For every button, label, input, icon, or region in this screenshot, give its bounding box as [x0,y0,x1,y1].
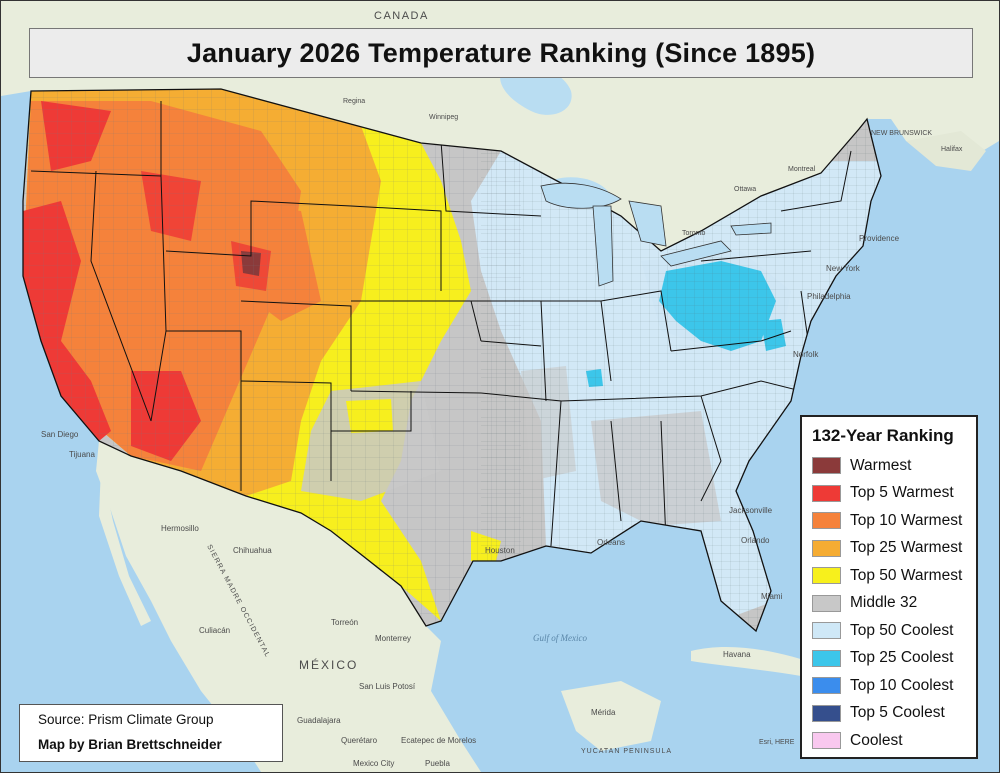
label-tijuana: Tijuana [69,450,95,459]
legend-swatch [812,457,841,475]
legend-title: 132-Year Ranking [812,426,954,445]
lake-michigan [592,205,614,287]
legend-item: Top 50 Warmest [812,562,976,590]
label-chihuahua: Chihuahua [233,546,272,555]
legend-label: Top 5 Coolest [850,704,945,722]
legend-swatch [812,677,841,695]
map-title: January 2026 Temperature Ranking (Since … [186,37,816,68]
label-montreal: Montreal [788,166,816,173]
legend-item: Top 50 Coolest [812,617,976,645]
label-puebla: Puebla [425,759,450,768]
legend-label: Top 10 Warmest [850,511,963,529]
lake-huron [628,200,667,247]
label-san-diego: San Diego [41,430,79,439]
legend-swatch [812,704,841,722]
label-halifax: Halifax [941,146,963,153]
label-new-orleans: Orleans [597,538,625,547]
legend-swatch [812,539,841,557]
legend-item: Top 5 Coolest [812,700,976,728]
legend-swatch [812,512,841,530]
label-merida: Mérida [591,708,616,717]
legend-item: Top 25 Coolest [812,645,976,673]
label-san-luis-potosi: San Luis Potosí [359,682,416,691]
label-houston: Houston [485,546,515,555]
legend-label: Top 5 Warmest [850,484,954,502]
legend-swatch [812,732,841,750]
legend-item: Top 10 Warmest [812,507,976,535]
legend-item: Top 25 Warmest [812,535,976,563]
legend-item: Warmest [812,452,976,480]
label-orlando: Orlando [741,536,770,545]
legend-label: Warmest [850,456,912,474]
label-canada: CANADA [374,10,429,22]
label-new-york: New York [826,264,861,273]
legend-item: Middle 32 [812,590,976,618]
label-norfolk: Norfolk [793,350,819,359]
label-monterrey: Monterrey [375,634,411,643]
legend: 132-Year Ranking Warmest Top 5 Warmest Top… [800,415,978,759]
label-new-brunswick: NEW BRUNSWICK [871,130,932,137]
legend-item: Top 10 Coolest [812,672,976,700]
title-banner: January 2026 Temperature Ranking (Since … [29,28,973,78]
lake-superior-us [540,182,622,209]
us-outline [22,88,882,633]
legend-item: Coolest [812,727,976,755]
yucatan-land [561,681,661,751]
legend-label: Top 25 Coolest [850,649,954,667]
label-torreon: Torreón [331,618,358,627]
lake-winnipeg [500,66,572,115]
label-gulf-of-mexico: Gulf of Mexico [533,633,587,643]
label-havana: Havana [723,650,751,659]
credit-box: Source: Prism Climate Group Map by Brian… [19,704,283,762]
label-queretaro: Querétaro [341,736,378,745]
legend-item: Top 5 Warmest [812,480,976,508]
legend-swatch [812,484,841,502]
legend-swatch [812,649,841,667]
legend-swatch [812,594,841,612]
lake-erie [660,240,732,267]
label-winnipeg: Winnipeg [429,114,458,121]
label-toronto: Toronto [682,230,705,237]
label-yucatan: YUCATAN PENINSULA [581,748,672,755]
legend-swatch [812,622,841,640]
label-philadelphia: Philadelphia [807,292,851,301]
maritimes [906,131,986,171]
author-text: Map by Brian Brettschneider [38,737,222,752]
legend-label: Top 10 Coolest [850,676,954,694]
lake-ontario [730,222,772,236]
label-providence: Providence [859,234,900,243]
label-jacksonville: Jacksonville [729,506,773,515]
legend-label: Middle 32 [850,594,918,612]
mexico-land [96,441,481,772]
legend-label: Top 25 Warmest [850,539,963,557]
legend-items: Warmest Top 5 Warmest Top 10 Warmest Top 25… [802,452,976,755]
label-hermosillo: Hermosillo [161,524,199,533]
label-ottawa: Ottawa [734,186,756,193]
legend-label: Top 50 Coolest [850,621,954,639]
legend-swatch [812,567,841,585]
label-ecatepec: Ecatepec de Morelos [401,736,476,745]
label-miami: Miami [761,592,783,601]
legend-label: Coolest [850,731,903,749]
baja [99,466,151,626]
label-sierra-madre: SIERRA MADRE OCCIDENTAL [205,544,271,659]
cuba [691,646,821,676]
label-mexico-city: Mexico City [353,759,394,768]
source-text: Source: Prism Climate Group [38,712,214,727]
label-esri: Esri, HERE [759,739,795,746]
label-regina: Regina [343,98,365,105]
legend-label: Top 50 Warmest [850,566,963,584]
label-guadalajara: Guadalajara [297,716,341,725]
label-culiacan: Culiacán [199,626,230,635]
label-mexico: MÉXICO [299,657,358,672]
